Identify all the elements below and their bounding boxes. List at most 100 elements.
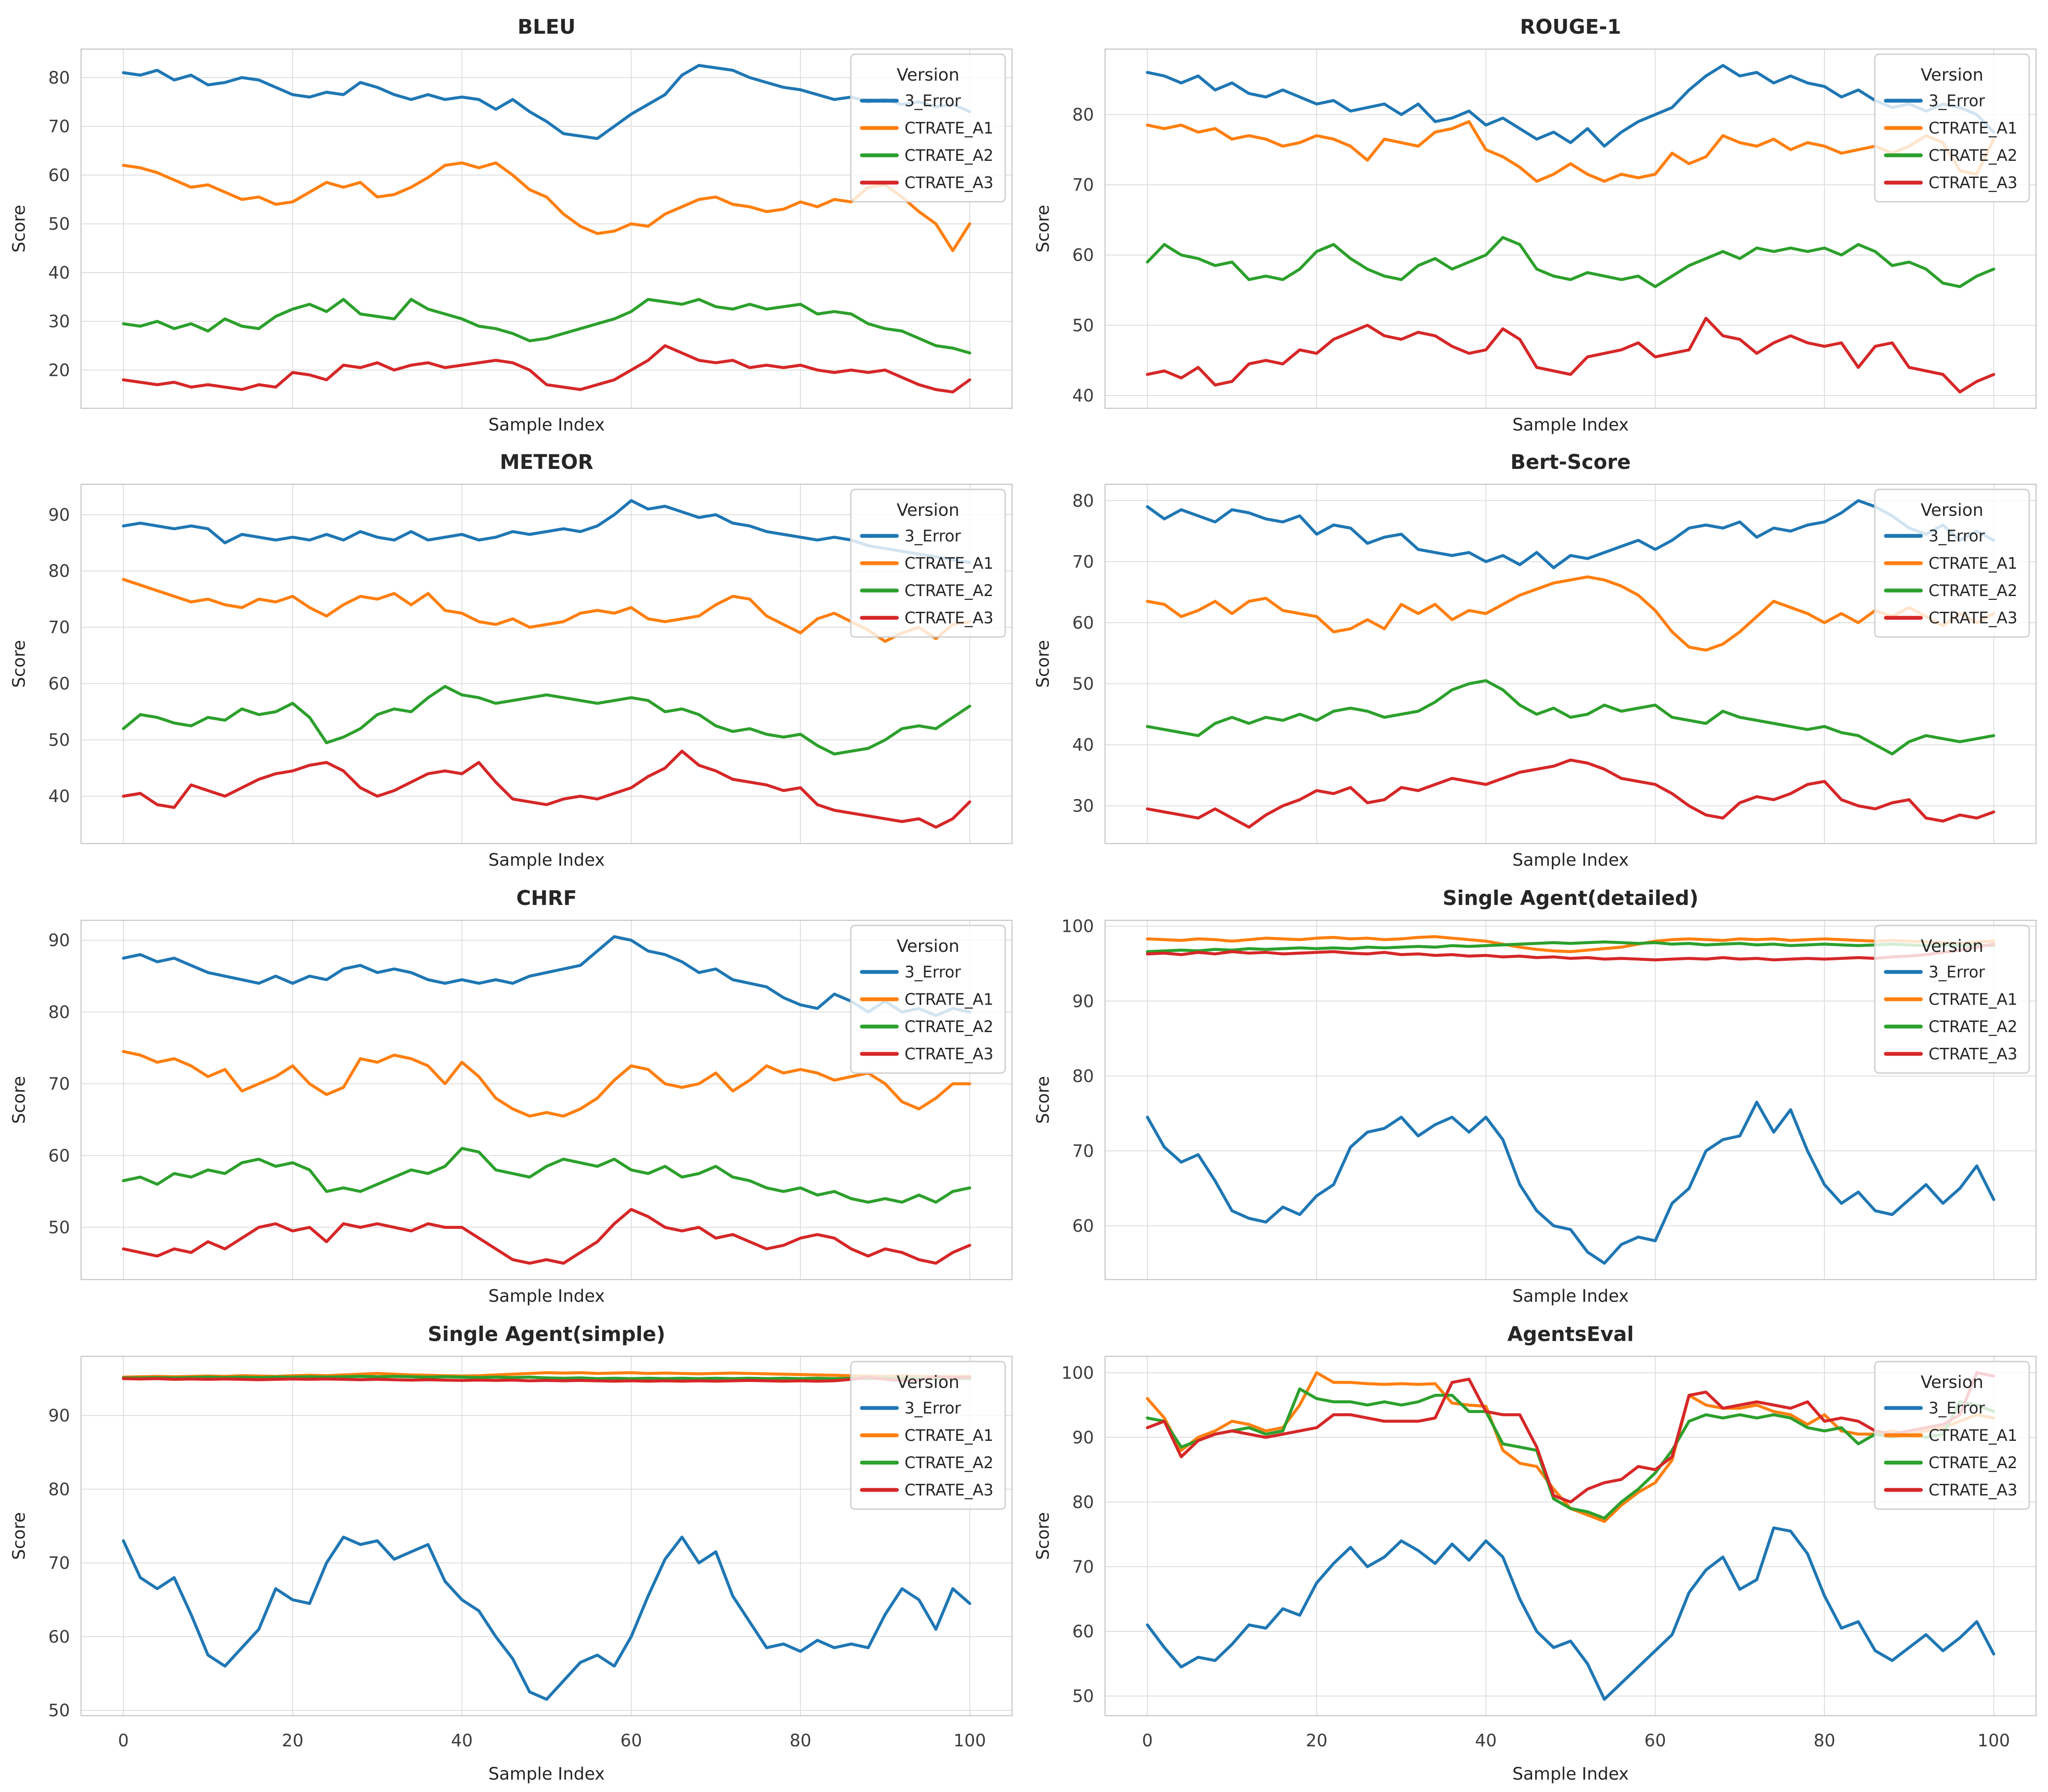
series-group <box>1146 1371 1996 1701</box>
y-tick-label: 60 <box>48 1146 70 1166</box>
y-tick-label: 70 <box>1072 1141 1094 1161</box>
series-line-ctrate-a3 <box>1146 758 1996 829</box>
legend-label: CTRATE_A2 <box>1929 582 2017 600</box>
legend-box <box>1874 1361 2030 1510</box>
y-tick-label: 80 <box>48 68 70 88</box>
y-tick-label: 40 <box>48 263 70 283</box>
plot-border <box>80 1356 1013 1716</box>
x-tick-label: 100 <box>954 1731 986 1751</box>
series-line-3-error <box>122 64 972 140</box>
chart-title: BLEU <box>518 15 576 39</box>
series-group <box>1146 935 1996 1265</box>
y-axis-label: Score <box>9 640 29 688</box>
chart-title: ROUGE-1 <box>1520 15 1621 39</box>
legend: Version 3_Error CTRATE_A1 CTRATE_A2 CTRATE_A… <box>1874 1361 2030 1510</box>
x-axis-label: Sample Index <box>1513 1286 1629 1306</box>
legend-title: Version <box>896 1373 959 1392</box>
legend: Version 3_Error CTRATE_A1 CTRATE_A2 CTRATE_A… <box>1874 489 2030 638</box>
series-line-ctrate-a2 <box>1146 940 1996 953</box>
chart-bleu: 20 30 40 50 60 70 80 BLEU Sample Index Score Versi… <box>9 15 1013 435</box>
legend-title: Version <box>896 937 959 956</box>
plot-border <box>1104 48 2037 409</box>
series-group <box>122 499 972 829</box>
y-tick-label: 90 <box>1072 992 1094 1011</box>
y-tick-label: 90 <box>1072 1428 1094 1448</box>
x-tick-label: 20 <box>1306 1731 1327 1751</box>
legend-label: 3_Error <box>905 527 961 545</box>
x-tick-label: 40 <box>1475 1731 1497 1751</box>
series-line-ctrate-a1 <box>1146 120 1996 183</box>
y-tick-label: 50 <box>48 1218 70 1238</box>
legend-label: CTRATE_A1 <box>905 119 993 137</box>
y-tick-label: 70 <box>1072 1557 1094 1577</box>
plot-border <box>1104 1356 2037 1716</box>
chart-chrf: 50 60 70 80 90 CHRF Sample Index Score Version 3_… <box>9 887 1013 1306</box>
chart-single-agent-detailed: 60 70 80 90 100 Single Agent(detailed) Sample … <box>1033 887 2037 1306</box>
legend: Version 3_Error CTRATE_A1 CTRATE_A2 CTRATE_A… <box>1874 925 2030 1074</box>
x-tick-label: 100 <box>1978 1731 2010 1751</box>
series-group <box>1146 64 1996 394</box>
chart-bert-score: 30 40 50 60 70 80 Bert-Score Sample Index Score V… <box>1033 451 2037 870</box>
series-line-ctrate-a3 <box>122 750 972 829</box>
series-line-3-error <box>1146 1526 1996 1701</box>
y-tick-label: 80 <box>1072 1492 1094 1512</box>
legend-label: CTRATE_A1 <box>1929 1426 2017 1445</box>
y-tick-label: 20 <box>48 361 70 380</box>
y-tick-label: 80 <box>1072 491 1094 511</box>
legend-label: CTRATE_A2 <box>905 1018 993 1036</box>
x-tick-label: 0 <box>118 1731 128 1751</box>
x-tick-label: 80 <box>1814 1731 1836 1751</box>
y-tick-label: 50 <box>1072 316 1094 335</box>
y-tick-label: 50 <box>48 730 70 750</box>
y-tick-label: 100 <box>1062 917 1094 937</box>
legend-label: 3_Error <box>905 963 961 981</box>
legend-title: Version <box>896 500 959 520</box>
x-axis-label: Sample Index <box>1513 415 1629 435</box>
legend-label: 3_Error <box>905 92 961 110</box>
legend-label: CTRATE_A2 <box>1929 1018 2017 1036</box>
series-line-ctrate-a3 <box>122 344 972 394</box>
legend-label: CTRATE_A3 <box>905 609 993 627</box>
y-tick-label: 70 <box>1072 552 1094 572</box>
y-tick-label: 60 <box>1072 246 1094 265</box>
series-line-ctrate-a2 <box>122 1147 972 1204</box>
y-axis-label: Score <box>9 205 29 253</box>
chart-single-agent-simple: 50 60 70 80 90 0 20 40 60 80 100 Single Agent(simpl… <box>9 1323 1013 1784</box>
y-tick-label: 50 <box>48 215 70 234</box>
legend-label: 3_Error <box>905 1399 961 1417</box>
legend-label: CTRATE_A3 <box>1929 609 2017 627</box>
legend-label: CTRATE_A3 <box>905 1481 993 1499</box>
series-line-ctrate-a2 <box>122 1375 972 1380</box>
legend-box <box>850 1361 1006 1510</box>
y-tick-label: 60 <box>1072 1622 1094 1642</box>
y-tick-label: 80 <box>48 1480 70 1499</box>
legend-box <box>1874 53 2030 203</box>
y-tick-label: 80 <box>1072 105 1094 125</box>
y-tick-label: 30 <box>48 312 70 332</box>
series-group <box>122 64 972 394</box>
series-line-ctrate-a1 <box>122 578 972 643</box>
legend-label: CTRATE_A3 <box>1929 174 2017 192</box>
y-tick-label: 80 <box>48 561 70 581</box>
legend: Version 3_Error CTRATE_A1 CTRATE_A2 CTRATE_A… <box>850 53 1006 203</box>
plot-border <box>1104 483 2037 844</box>
legend-label: CTRATE_A1 <box>905 990 993 1009</box>
legend-label: 3_Error <box>1929 92 1985 110</box>
legend-title: Version <box>1920 1373 1983 1392</box>
x-tick-label: 20 <box>282 1731 303 1751</box>
legend-box <box>1874 489 2030 638</box>
y-tick-label: 50 <box>1072 674 1094 694</box>
legend-title: Version <box>1920 937 1983 956</box>
y-tick-label: 40 <box>1072 386 1094 406</box>
y-tick-label: 40 <box>1072 736 1094 755</box>
y-tick-label: 60 <box>48 166 70 185</box>
legend-label: 3_Error <box>1929 1399 1985 1417</box>
legend-label: CTRATE_A1 <box>905 1426 993 1445</box>
series-line-3-error <box>1146 1100 1996 1265</box>
y-axis-label: Score <box>9 1076 29 1124</box>
chart-meteor: 40 50 60 70 80 90 METEOR Sample Index Score Versi… <box>9 451 1013 870</box>
legend-label: CTRATE_A3 <box>905 174 993 192</box>
x-axis-label: Sample Index <box>1513 850 1629 870</box>
